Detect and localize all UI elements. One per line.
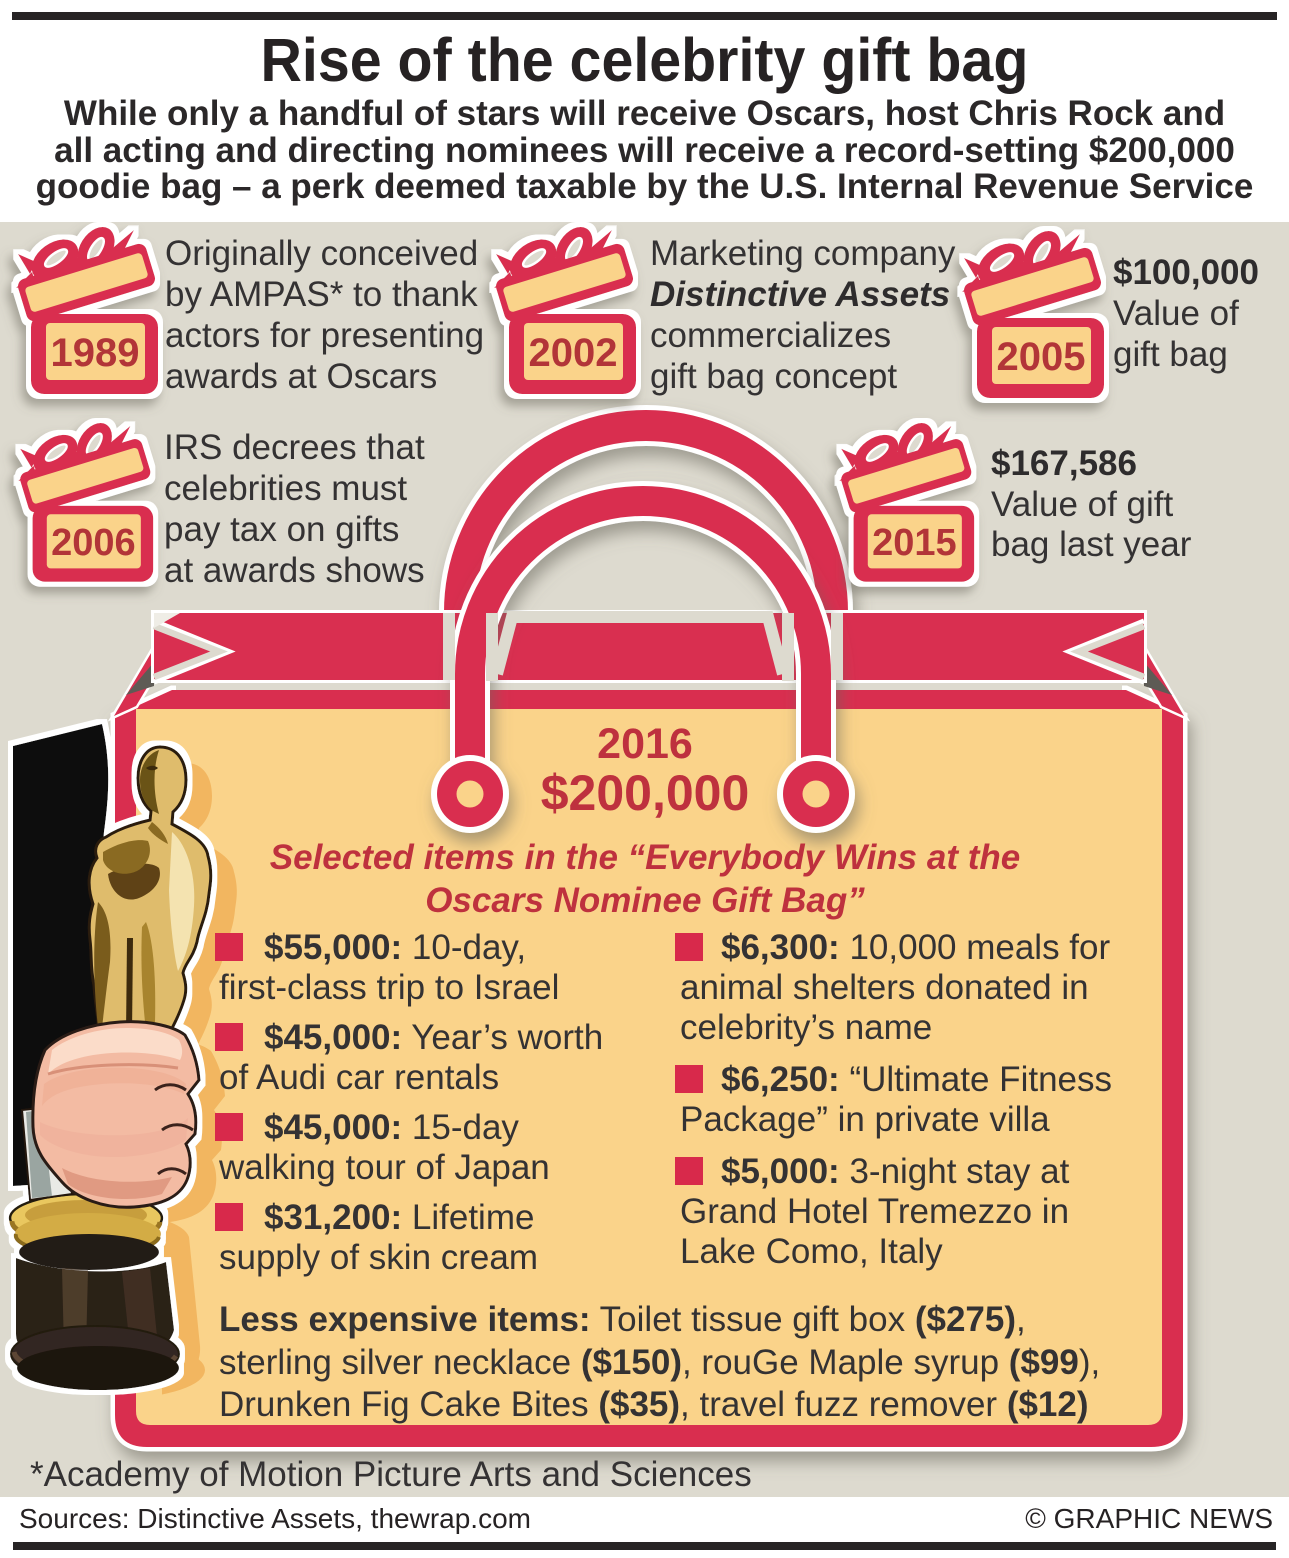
svg-text:2006: 2006 bbox=[51, 522, 136, 564]
svg-text:2002: 2002 bbox=[529, 331, 618, 375]
svg-text:2005: 2005 bbox=[997, 335, 1086, 379]
svg-text:1989: 1989 bbox=[51, 331, 140, 375]
svg-text:2015: 2015 bbox=[872, 522, 957, 564]
